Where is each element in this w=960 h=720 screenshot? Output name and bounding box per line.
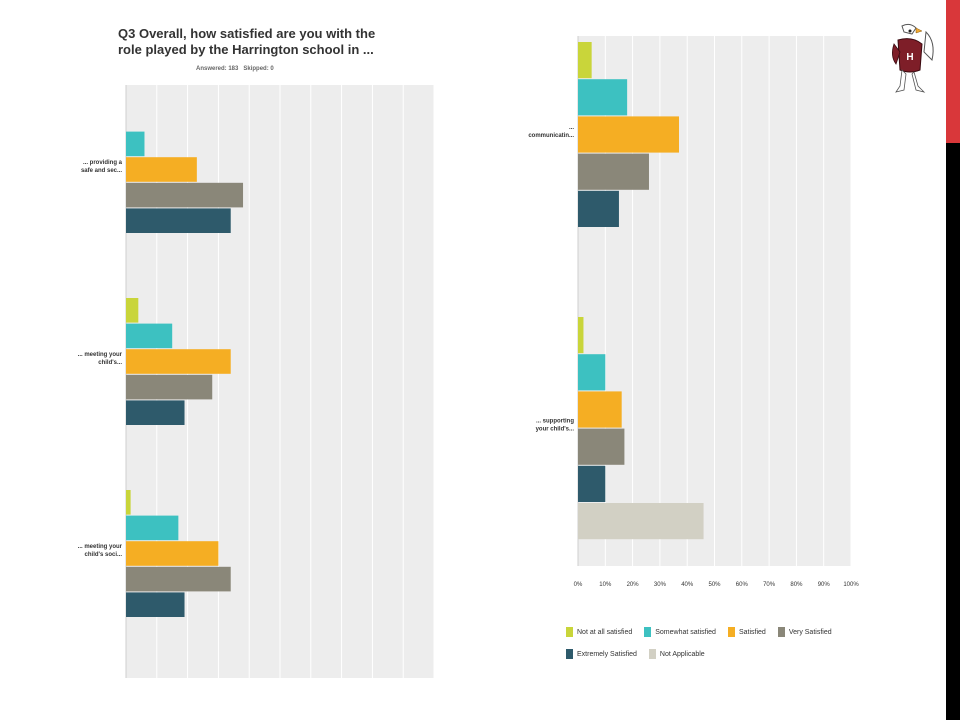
legend-item: Very Satisfied: [777, 627, 832, 637]
legend-swatch: [648, 649, 656, 659]
x-tick-label: 70%: [763, 582, 776, 588]
response-stats: Answered: 183 Skipped: 0: [196, 66, 274, 72]
bar: [578, 116, 680, 153]
x-tick-label: 60%: [736, 582, 749, 588]
x-tick-label: 80%: [790, 582, 803, 588]
bar: [126, 298, 139, 323]
bar: [126, 541, 219, 566]
legend-swatch: [566, 649, 573, 659]
x-tick-label: 20%: [627, 582, 640, 588]
bar: [126, 374, 213, 400]
bar: [578, 42, 592, 79]
bar: [578, 190, 619, 227]
bar: [126, 349, 231, 374]
legend-label: Extremely Satisfied: [577, 650, 637, 658]
bar: [126, 131, 145, 157]
x-tick-label: 30%: [654, 582, 667, 588]
legend-label: Very Satisfied: [788, 628, 832, 636]
legend-label: Not at all satisfied: [577, 628, 633, 636]
bar: [126, 490, 131, 515]
x-tick-label: 10%: [599, 582, 612, 588]
x-tick-label: 100%: [843, 582, 859, 588]
legend-swatch: [644, 627, 652, 637]
bar: [126, 566, 231, 592]
category-label: safe and sec...: [81, 168, 122, 174]
legend-item: Not Applicable: [648, 649, 705, 659]
category-label: child's...: [98, 360, 122, 366]
category-label: ... supporting: [536, 419, 574, 425]
bar: [126, 592, 185, 617]
legend-row: Not at all satisfied Somewhat satisfied …: [566, 625, 866, 639]
bar: [578, 79, 628, 116]
bar: [578, 465, 606, 502]
legend-item: Not at all satisfied: [566, 627, 632, 637]
x-tick-label: 40%: [681, 582, 694, 588]
accent-bar: [946, 0, 960, 143]
legend-row: Extremely Satisfied Not Applicable: [566, 647, 866, 661]
bar: [126, 400, 185, 425]
bar: [126, 182, 244, 208]
bar: [578, 428, 625, 465]
legend-swatch: [727, 627, 735, 637]
legend-label: Somewhat satisfied: [655, 628, 716, 636]
right-chart-panel: ... communicatin... ... supporting your chi…: [528, 36, 859, 588]
x-tick-label: 0%: [574, 582, 583, 588]
left-chart-panel: ... providing a safe and sec... ... meetin…: [78, 85, 435, 678]
category-label: ... meeting your: [78, 544, 123, 550]
side-bar: [946, 143, 960, 720]
bar: [126, 208, 231, 233]
bar: [578, 503, 704, 540]
mascot-logo: H: [892, 23, 934, 93]
legend-swatch: [777, 627, 785, 637]
legend-label: Satisfied: [738, 628, 766, 636]
legend-item: Satisfied: [727, 627, 766, 637]
legend-item: Somewhat satisfied: [644, 627, 716, 637]
category-label: child's soci...: [85, 552, 123, 558]
category-label: communicatin...: [528, 133, 574, 139]
legend-item: Extremely Satisfied: [566, 649, 637, 659]
chart-title: Q3 Overall, how satisfied are you with t…: [118, 26, 376, 57]
bar: [578, 391, 622, 428]
bar: [126, 323, 173, 349]
category-label: ...: [569, 125, 574, 131]
x-tick-label: 50%: [708, 582, 721, 588]
category-label: your child's...: [536, 427, 575, 433]
bar: [578, 354, 606, 391]
svg-text:H: H: [906, 52, 913, 63]
bar: [578, 153, 649, 190]
chart-legend: Not at all satisfied Somewhat satisfied …: [566, 625, 866, 669]
legend-label: Not Applicable: [659, 650, 705, 658]
legend-swatch: [566, 627, 573, 637]
category-label: ... meeting your: [78, 352, 123, 358]
bar: [126, 515, 179, 541]
x-tick-label: 90%: [818, 582, 831, 588]
bar: [578, 317, 584, 354]
bar: [126, 157, 197, 182]
category-label: ... providing a: [83, 160, 123, 166]
